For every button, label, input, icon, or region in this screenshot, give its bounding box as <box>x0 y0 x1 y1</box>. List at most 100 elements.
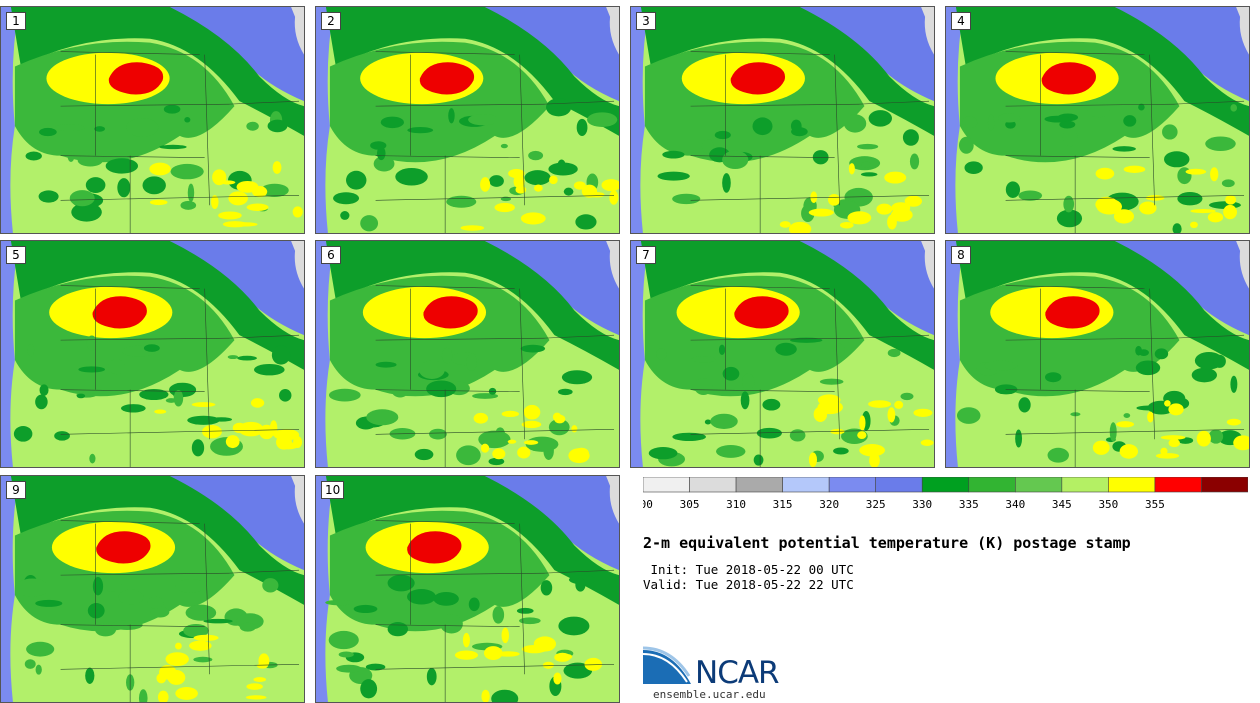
green-patch <box>370 141 387 150</box>
green-patch <box>15 578 49 597</box>
state-border <box>1174 334 1245 339</box>
green-patch <box>429 428 447 440</box>
logo-name: NCAR <box>695 655 780 691</box>
state-border <box>690 195 930 201</box>
yellow-patch <box>1095 167 1115 180</box>
green-patch <box>563 187 574 196</box>
colorbar-tick-label: 345 <box>1052 498 1072 511</box>
green-patch <box>1044 115 1070 123</box>
green-patch <box>902 129 919 146</box>
yellow-patch <box>523 404 541 420</box>
yellow-patch <box>859 415 866 431</box>
green-patch <box>94 126 106 132</box>
state-border <box>1005 155 1150 158</box>
green-patch <box>557 388 573 396</box>
state-border <box>690 337 860 341</box>
green-patch <box>446 195 477 208</box>
yellow-patch <box>1116 421 1135 428</box>
terrain-mask <box>1236 241 1249 289</box>
green-patch <box>440 614 463 634</box>
state-border <box>60 572 230 576</box>
green-patch <box>575 214 597 230</box>
state-border <box>60 664 300 670</box>
green-patch <box>360 679 378 699</box>
terrain-mask <box>606 476 619 524</box>
yellow-patch <box>245 695 267 700</box>
green-patch <box>271 345 291 365</box>
colorbar-swatch <box>643 477 690 493</box>
green-patch <box>407 589 436 605</box>
colorbar-swatch <box>1061 477 1109 493</box>
green-patch <box>956 407 981 424</box>
member-panel-5: 5 <box>0 240 305 468</box>
green-patch <box>260 183 289 197</box>
dark-green-band <box>955 7 1249 136</box>
green-patch <box>887 348 901 358</box>
yellow-patch <box>517 446 531 459</box>
state-border <box>1174 100 1245 105</box>
yellow-patch <box>521 420 542 429</box>
yellow-patch <box>250 398 265 408</box>
green-patch <box>395 167 428 186</box>
green-patch <box>672 193 701 205</box>
green-patch <box>540 580 553 596</box>
yellow-patch <box>533 636 557 652</box>
yellow-patch <box>554 414 566 424</box>
green-patch <box>466 353 477 371</box>
green-patch <box>563 662 593 679</box>
state-border <box>60 155 205 158</box>
green-patch <box>13 425 33 442</box>
green-patch <box>353 604 378 614</box>
green-patch <box>78 366 106 373</box>
yellow-patch <box>473 412 489 424</box>
yellow-patch <box>212 169 227 186</box>
state-border <box>690 51 830 55</box>
green-patch <box>39 384 49 396</box>
green-patch <box>833 343 845 357</box>
green-patch <box>89 453 96 464</box>
theta-e-map <box>1 7 304 233</box>
state-border <box>690 285 830 289</box>
green-patch <box>1018 190 1043 201</box>
colorbar-swatch <box>735 477 783 493</box>
green-patch <box>1172 223 1182 233</box>
red-max-area <box>734 296 789 329</box>
red-max-area <box>730 62 786 95</box>
green-patch <box>998 113 1021 123</box>
green-patch <box>662 150 685 159</box>
green-patch <box>691 356 716 363</box>
green-patch <box>254 363 285 376</box>
colorbar-swatch <box>1154 477 1202 493</box>
yellow-patch <box>246 203 269 211</box>
state-border <box>690 155 835 158</box>
green-patch <box>360 215 379 232</box>
green-patch <box>657 171 690 181</box>
yellow-patch <box>859 444 885 457</box>
green-patch <box>722 173 731 193</box>
state-border <box>1005 337 1175 341</box>
yellow-patch <box>481 689 490 702</box>
yellow-patch <box>553 672 562 685</box>
yellow-patch <box>507 439 517 444</box>
green-patch <box>704 419 712 425</box>
green-patch <box>672 432 706 442</box>
state-border <box>60 195 300 201</box>
yellow-patch <box>1123 450 1135 459</box>
green-patch <box>576 118 588 136</box>
colorbar-tick-label: 310 <box>726 498 746 511</box>
green-patch <box>227 355 239 360</box>
member-panel-1: 1 <box>0 6 305 234</box>
yellow-patch <box>568 448 590 464</box>
green-patch <box>126 118 159 137</box>
state-border <box>544 334 615 339</box>
green-patch <box>338 651 354 658</box>
green-patch <box>694 378 713 395</box>
panel-number: 5 <box>6 246 26 264</box>
red-max-area <box>96 531 151 564</box>
state-border <box>519 523 525 675</box>
panel-number: 4 <box>951 12 971 30</box>
green-patch <box>375 361 397 368</box>
green-patch <box>138 689 148 702</box>
green-patch <box>1087 102 1110 118</box>
terrain-mask <box>606 241 619 289</box>
